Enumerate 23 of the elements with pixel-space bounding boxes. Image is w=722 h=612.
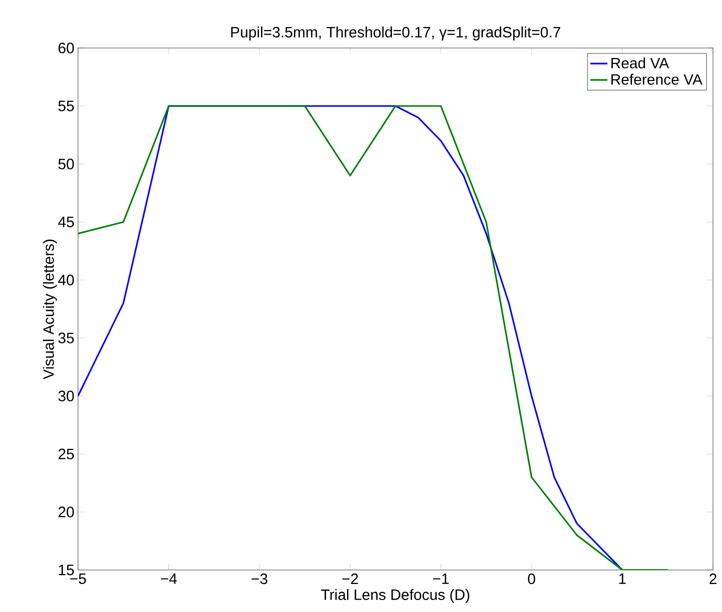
x-tick-label: −5 [70,574,86,584]
y-tick-label: 30 [58,390,74,402]
x-tick-label: −1 [433,574,449,584]
x-tick-label: −4 [160,574,177,584]
legend-label: Reference VA [611,74,702,85]
x-tick-label: 2 [710,574,716,584]
chart-title: Pupil=3.5mm, Threshold=0.17, γ=1, gradSplit=0.7 [231,26,560,40]
y-axis-title: Visual Acuity (letters) [42,240,57,380]
x-tick-label: 1 [619,574,626,584]
x-tick-label: −3 [252,574,268,584]
y-tick-label: 60 [58,42,74,54]
y-tick-label: 45 [58,216,74,228]
x-tick-label: −2 [342,574,358,584]
y-tick-label: 35 [58,332,74,344]
legend-label: Read VA [611,57,670,68]
y-tick-label: 40 [58,274,74,286]
y-tick-label: 20 [58,506,74,518]
x-tick-label: 0 [528,574,536,584]
y-tick-label: 15 [58,564,74,576]
y-tick-label: 25 [58,448,74,460]
x-axis-title: Trial Lens Defocus (D) [321,589,470,603]
y-tick-label: 55 [58,100,74,112]
y-tick-label: 50 [58,158,74,170]
